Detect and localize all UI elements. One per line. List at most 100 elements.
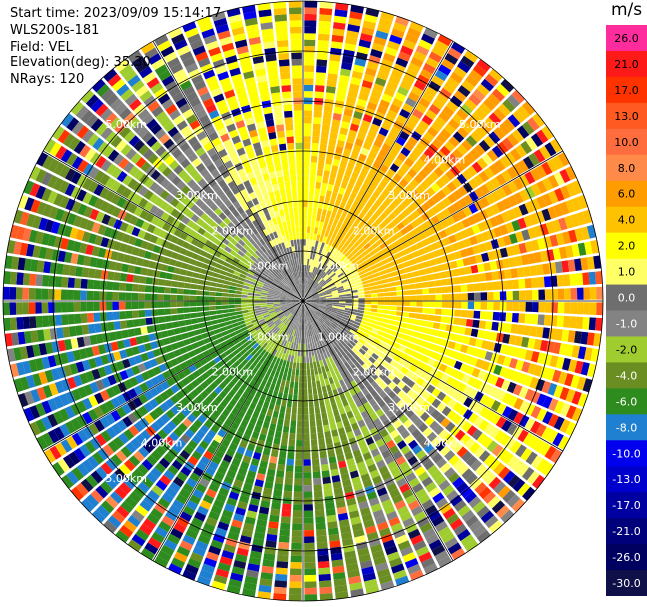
velocity-gate bbox=[227, 380, 236, 389]
velocity-gate bbox=[382, 198, 392, 207]
velocity-gate bbox=[387, 372, 396, 381]
velocity-gate bbox=[332, 302, 340, 305]
velocity-gate bbox=[287, 305, 294, 309]
velocity-gate bbox=[521, 336, 530, 348]
velocity-gate bbox=[378, 127, 389, 137]
velocity-gate bbox=[307, 278, 311, 285]
velocity-gate bbox=[236, 547, 249, 557]
velocity-gate bbox=[459, 229, 469, 239]
velocity-gate bbox=[325, 328, 332, 334]
velocity-gate bbox=[473, 416, 484, 428]
velocity-gate bbox=[409, 229, 418, 238]
velocity-gate bbox=[195, 147, 206, 157]
velocity-gate bbox=[234, 401, 243, 410]
velocity-gate bbox=[157, 497, 171, 509]
velocity-gate bbox=[431, 436, 442, 447]
velocity-gate bbox=[189, 301, 197, 307]
velocity-gate bbox=[475, 463, 487, 476]
velocity-gate bbox=[87, 133, 100, 147]
velocity-gate bbox=[427, 464, 439, 476]
velocity-gate bbox=[341, 398, 349, 407]
velocity-gate bbox=[424, 175, 435, 186]
velocity-gate bbox=[243, 482, 253, 492]
velocity-gate bbox=[151, 531, 165, 544]
velocity-gate bbox=[158, 278, 166, 286]
velocity-gate bbox=[213, 574, 228, 585]
velocity-gate bbox=[330, 125, 340, 134]
velocity-gate bbox=[396, 371, 405, 380]
velocity-gate bbox=[185, 528, 199, 540]
velocity-gate bbox=[474, 292, 481, 301]
velocity-gate bbox=[313, 303, 320, 306]
velocity-gate bbox=[326, 318, 333, 324]
velocity-gate bbox=[405, 119, 417, 130]
velocity-gate bbox=[151, 316, 160, 325]
velocity-gate bbox=[209, 310, 217, 316]
velocity-gate bbox=[248, 222, 255, 230]
velocity-gate bbox=[413, 174, 424, 184]
velocity-gate bbox=[294, 294, 300, 299]
velocity-gate bbox=[285, 340, 290, 348]
velocity-gate bbox=[435, 256, 444, 265]
velocity-gate bbox=[218, 381, 227, 390]
velocity-gate bbox=[490, 190, 501, 202]
velocity-gate bbox=[553, 203, 564, 217]
velocity-gate bbox=[29, 405, 41, 420]
velocity-gate bbox=[42, 315, 50, 328]
velocity-gate bbox=[197, 534, 211, 545]
velocity-gate bbox=[395, 363, 404, 371]
velocity-gate bbox=[360, 120, 371, 129]
velocity-gate bbox=[213, 434, 224, 444]
velocity-gate bbox=[532, 302, 539, 313]
velocity-gate bbox=[393, 157, 403, 168]
velocity-gate bbox=[287, 354, 292, 362]
velocity-gate bbox=[441, 406, 452, 417]
velocity-gate bbox=[257, 338, 264, 345]
velocity-gate bbox=[430, 377, 440, 387]
velocity-gate bbox=[366, 61, 379, 71]
velocity-gate bbox=[333, 227, 340, 235]
velocity-gate bbox=[484, 515, 499, 529]
velocity-gate bbox=[304, 504, 313, 511]
velocity-gate bbox=[191, 450, 202, 461]
velocity-gate bbox=[284, 477, 293, 485]
velocity-gate bbox=[393, 22, 407, 33]
velocity-gate bbox=[315, 327, 320, 334]
velocity-gate bbox=[273, 298, 280, 300]
velocity-gate bbox=[176, 238, 185, 247]
velocity-gate bbox=[332, 112, 342, 121]
velocity-gate bbox=[456, 371, 465, 381]
velocity-gate bbox=[177, 169, 188, 180]
velocity-gate bbox=[164, 398, 175, 409]
velocity-gate bbox=[313, 201, 319, 208]
velocity-gate bbox=[235, 311, 243, 315]
velocity-gate bbox=[106, 426, 117, 439]
velocity-gate bbox=[64, 168, 76, 182]
velocity-gate bbox=[73, 140, 86, 155]
velocity-gate bbox=[450, 494, 463, 507]
velocity-gate bbox=[108, 331, 117, 342]
velocity-gate bbox=[397, 390, 406, 399]
velocity-gate bbox=[495, 213, 505, 225]
velocity-gate bbox=[165, 272, 174, 280]
velocity-gate bbox=[311, 290, 317, 295]
velocity-gate bbox=[506, 455, 519, 469]
velocity-gate bbox=[415, 142, 427, 153]
velocity-gate bbox=[277, 464, 285, 472]
velocity-gate bbox=[328, 138, 337, 146]
velocity-gate bbox=[376, 521, 389, 531]
velocity-gate bbox=[276, 424, 283, 432]
velocity-gate bbox=[474, 482, 487, 495]
velocity-gate bbox=[387, 319, 395, 325]
velocity-gate bbox=[331, 559, 344, 568]
velocity-gate bbox=[415, 289, 423, 295]
velocity-gate bbox=[376, 313, 384, 318]
velocity-gate bbox=[237, 345, 245, 352]
velocity-gate bbox=[383, 207, 392, 216]
velocity-gate bbox=[176, 438, 187, 449]
velocity-gate bbox=[206, 163, 217, 173]
velocity-gate bbox=[220, 364, 228, 373]
velocity-gate bbox=[311, 220, 316, 228]
velocity-gate bbox=[313, 302, 320, 304]
velocity-gate bbox=[94, 392, 104, 405]
